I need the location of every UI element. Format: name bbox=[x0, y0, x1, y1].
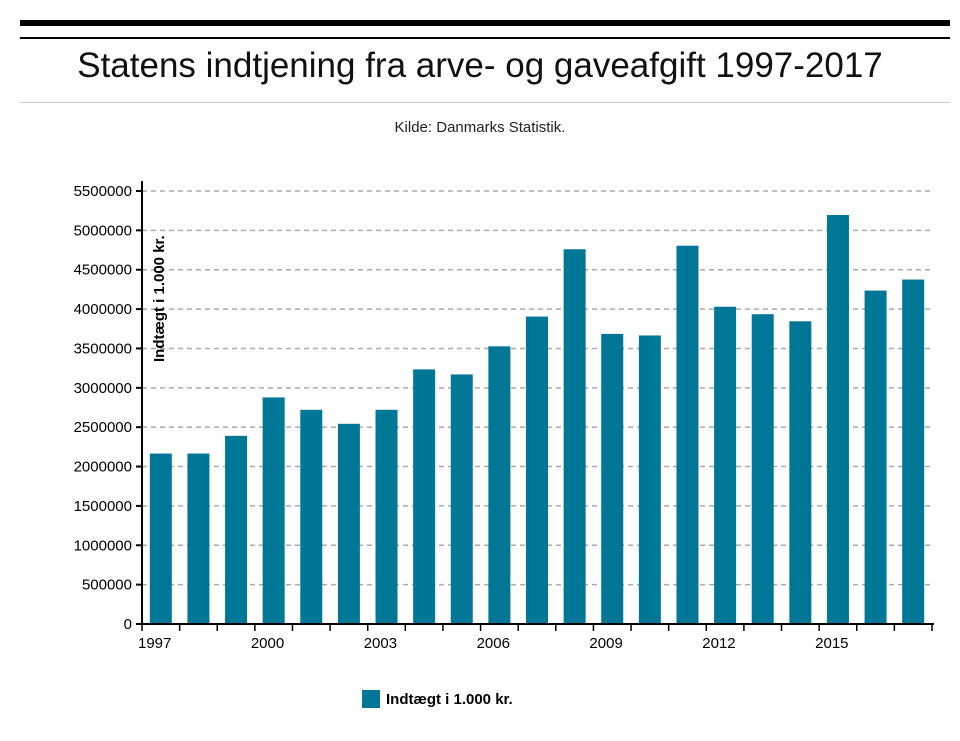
y-tick-label: 2500000 bbox=[74, 419, 132, 436]
y-tick-label: 1000000 bbox=[74, 537, 132, 554]
bar-2012 bbox=[714, 306, 737, 624]
x-tick-label: 1997 bbox=[138, 635, 171, 652]
bar-2008 bbox=[563, 249, 586, 624]
x-tick-label: 2012 bbox=[702, 635, 735, 652]
y-tick-label: 4000000 bbox=[74, 301, 132, 318]
bar-2014 bbox=[789, 321, 812, 624]
bar-2006 bbox=[488, 346, 511, 624]
bar-2000 bbox=[262, 397, 285, 624]
x-tick-label: 2003 bbox=[364, 635, 397, 652]
bar-2003 bbox=[375, 409, 398, 624]
bar-1998 bbox=[187, 453, 210, 624]
bar-2009 bbox=[601, 333, 624, 624]
y-tick-label: 2000000 bbox=[74, 459, 132, 476]
bar-1997 bbox=[149, 453, 172, 624]
bar-2010 bbox=[638, 335, 661, 624]
y-tick-label: 1500000 bbox=[74, 498, 132, 515]
x-tick-label: 2000 bbox=[251, 635, 284, 652]
x-tick-label: 2015 bbox=[815, 635, 848, 652]
bar-2017 bbox=[902, 279, 925, 624]
title-divider bbox=[20, 102, 950, 103]
bar-2002 bbox=[337, 423, 360, 624]
bar-2001 bbox=[300, 409, 323, 624]
bar-2016 bbox=[864, 290, 887, 624]
bar-2007 bbox=[526, 316, 548, 624]
legend-swatch bbox=[362, 690, 380, 708]
bar-2013 bbox=[751, 314, 774, 624]
y-tick-label: 3000000 bbox=[74, 380, 132, 397]
top-rule bbox=[20, 20, 950, 26]
title-rule bbox=[20, 37, 950, 39]
chart-title: Statens indtjening fra arve- og gaveafgi… bbox=[77, 46, 883, 85]
legend[interactable]: Indtægt i 1.000 kr. bbox=[362, 690, 513, 708]
y-tick-label: 500000 bbox=[82, 577, 132, 594]
bar-2015 bbox=[826, 215, 849, 624]
y-tick-label: 5500000 bbox=[74, 183, 132, 200]
bar-2011 bbox=[676, 245, 699, 624]
y-tick-label: 3500000 bbox=[74, 340, 132, 357]
legend-label: Indtægt i 1.000 kr. bbox=[386, 690, 513, 708]
y-tick-label: 0 bbox=[124, 616, 132, 633]
x-tick-label: 2006 bbox=[477, 635, 510, 652]
y-tick-label: 4500000 bbox=[74, 262, 132, 279]
bar-2005 bbox=[450, 374, 473, 624]
chart-subtitle: Kilde: Danmarks Statistik. bbox=[394, 119, 566, 136]
y-axis-label: Indtægt i 1.000 kr. bbox=[151, 235, 168, 362]
bar-2004 bbox=[413, 369, 436, 624]
y-tick-label: 5000000 bbox=[74, 222, 132, 239]
bar-1999 bbox=[225, 435, 248, 624]
x-tick-label: 2009 bbox=[589, 635, 622, 652]
